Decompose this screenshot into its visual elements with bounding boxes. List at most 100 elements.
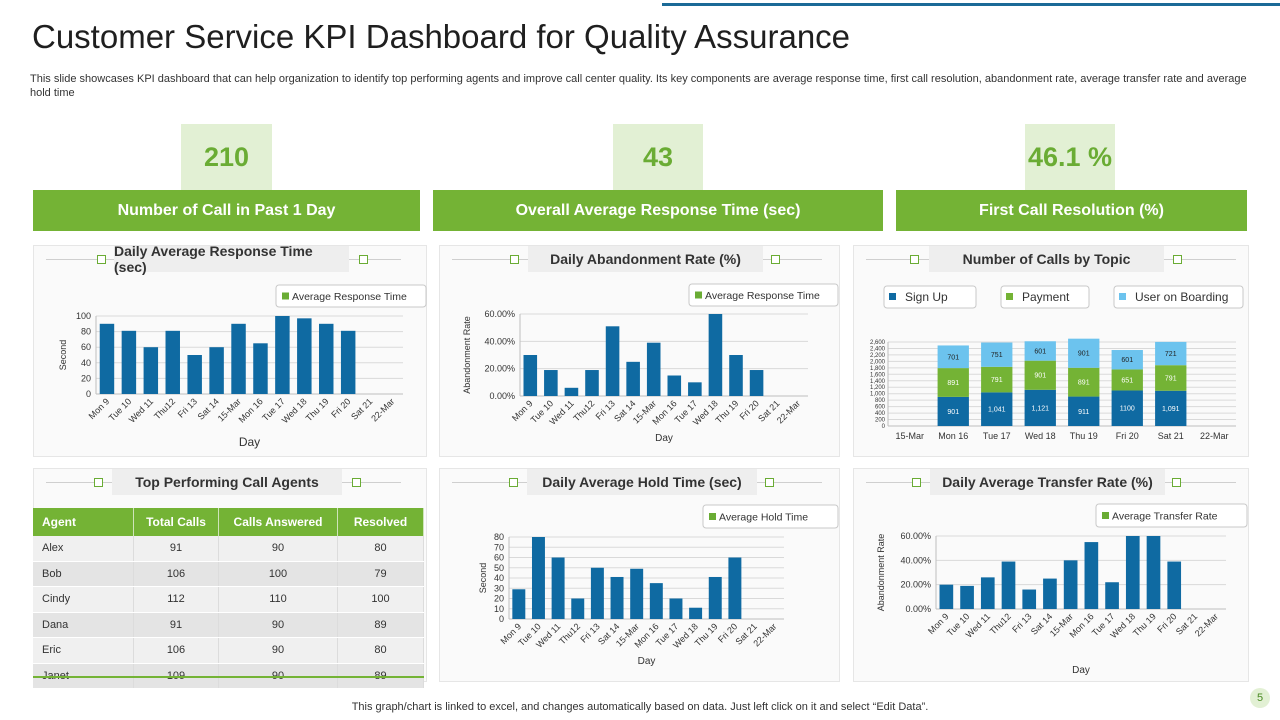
stacked-bar-segment xyxy=(1111,369,1143,391)
page-number: 5 xyxy=(1250,688,1270,708)
table-header: Agent xyxy=(33,508,134,536)
x-tick-label: Thu 19 xyxy=(1131,611,1158,638)
y-tick-label: 800 xyxy=(875,398,886,404)
data-label: 1,041 xyxy=(988,407,1006,414)
legend-box xyxy=(1113,285,1244,309)
table-cell: 112 xyxy=(133,586,219,613)
x-tick-label: 15-Mar xyxy=(895,431,924,441)
bar xyxy=(551,557,565,619)
bar xyxy=(669,598,683,619)
bar xyxy=(121,330,137,394)
legend-label: Average Response Time xyxy=(705,290,820,302)
y-tick-label: 200 xyxy=(875,418,886,424)
title-marker-left xyxy=(510,255,519,264)
stacked-bar-segment xyxy=(981,342,1013,367)
panel-title-abandon: Daily Abandonment Rate (%) xyxy=(528,246,763,272)
title-marker-left xyxy=(94,478,103,487)
legend-swatch xyxy=(709,513,716,520)
table-cell: 89 xyxy=(337,663,424,689)
y-tick-label: 1,000 xyxy=(870,392,886,398)
x-axis-label: Day xyxy=(1072,665,1090,676)
data-label: 601 xyxy=(1121,357,1133,364)
data-label: 751 xyxy=(991,352,1003,359)
bar xyxy=(728,557,742,619)
y-tick-label: 20.00% xyxy=(900,580,931,590)
x-tick-label: Thu12 xyxy=(988,611,1013,636)
stacked-bar-segment xyxy=(1111,350,1143,370)
kpi-calls-value: 210 xyxy=(181,124,272,190)
table-cell: Cindy xyxy=(33,586,134,613)
bar xyxy=(708,576,722,619)
legend-swatch xyxy=(1006,293,1013,300)
stacked-bar-segment xyxy=(1155,390,1187,426)
table-cell: 100 xyxy=(337,586,424,613)
bar xyxy=(1125,536,1140,609)
bar xyxy=(667,375,682,396)
data-label: 891 xyxy=(947,380,959,387)
legend-box xyxy=(275,284,427,308)
x-tick-label: Thu 19 xyxy=(714,398,741,425)
y-tick-label: 60 xyxy=(494,553,504,563)
stacked-bar-segment xyxy=(981,392,1013,426)
panel-title-hold: Daily Average Hold Time (sec) xyxy=(527,469,757,495)
bar xyxy=(187,355,202,394)
table-header: Total Calls xyxy=(133,508,219,536)
bar xyxy=(688,382,702,396)
data-label: 901 xyxy=(1078,351,1090,358)
legend-label: Average Hold Time xyxy=(719,512,808,524)
stacked-bar-segment xyxy=(937,368,969,397)
panel-title-response: Daily Average Response Time (sec) xyxy=(114,243,349,275)
title-marker-right xyxy=(359,255,368,264)
panel-response: Daily Average Response Time (sec) xyxy=(33,243,427,457)
data-label: 911 xyxy=(1078,409,1089,416)
bar xyxy=(143,347,159,394)
legend-label: Average Transfer Rate xyxy=(1112,511,1218,523)
data-label: 1,091 xyxy=(1162,406,1180,413)
bar xyxy=(689,607,703,619)
table-header: Calls Answered xyxy=(218,508,338,536)
x-tick-label: Thu12 xyxy=(152,396,177,421)
stacked-bar-segment xyxy=(1155,341,1187,366)
legend-label: Payment xyxy=(1022,290,1070,304)
table-row: Bob 106 100 79 xyxy=(33,561,424,587)
y-tick-label: 80 xyxy=(81,327,91,337)
legend-swatch xyxy=(282,292,289,300)
data-label: 791 xyxy=(991,377,1003,384)
data-label: 721 xyxy=(1165,351,1177,358)
y-tick-label: 0.00% xyxy=(489,391,515,401)
y-tick-label: 400 xyxy=(875,411,886,417)
y-tick-label: 40.00% xyxy=(900,555,931,565)
table-cell: Dana xyxy=(33,612,134,638)
table-cell: 91 xyxy=(133,536,219,562)
y-tick-label: 60 xyxy=(81,342,91,352)
kpi-calls-label: Number of Call in Past 1 Day xyxy=(33,190,420,231)
y-tick-label: 40 xyxy=(494,573,504,583)
legend-swatch xyxy=(889,293,896,300)
x-tick-label: Thu12 xyxy=(557,621,582,646)
table-cell: 90 xyxy=(218,663,338,689)
bar xyxy=(1063,560,1078,609)
bar xyxy=(1105,582,1119,609)
bar xyxy=(649,583,663,619)
table-row: Eric 106 90 80 xyxy=(33,637,424,664)
bar xyxy=(585,370,599,396)
title-marker-right xyxy=(352,478,361,487)
y-tick-label: 0 xyxy=(882,424,886,430)
y-tick-label: 20 xyxy=(494,594,504,604)
legend-label: Average Response Time xyxy=(292,291,407,303)
x-tick-label: Tue 17 xyxy=(983,431,1011,441)
legend-swatch xyxy=(695,291,702,299)
data-label: 651 xyxy=(1121,377,1133,384)
table-cell: 106 xyxy=(133,561,219,587)
table-cell: 91 xyxy=(133,612,219,638)
bar xyxy=(630,568,644,619)
stacked-bar-segment xyxy=(937,396,969,426)
x-tick-label: Thu12 xyxy=(571,398,596,423)
title-marker-right xyxy=(771,255,780,264)
x-tick-label: 22-Mar xyxy=(1193,611,1220,638)
y-tick-label: 60.00% xyxy=(900,531,931,541)
legend-box xyxy=(883,285,977,309)
panel-abandon: Daily Abandonment Rate (%) xyxy=(439,245,840,457)
y-tick-label: 20.00% xyxy=(484,364,515,374)
